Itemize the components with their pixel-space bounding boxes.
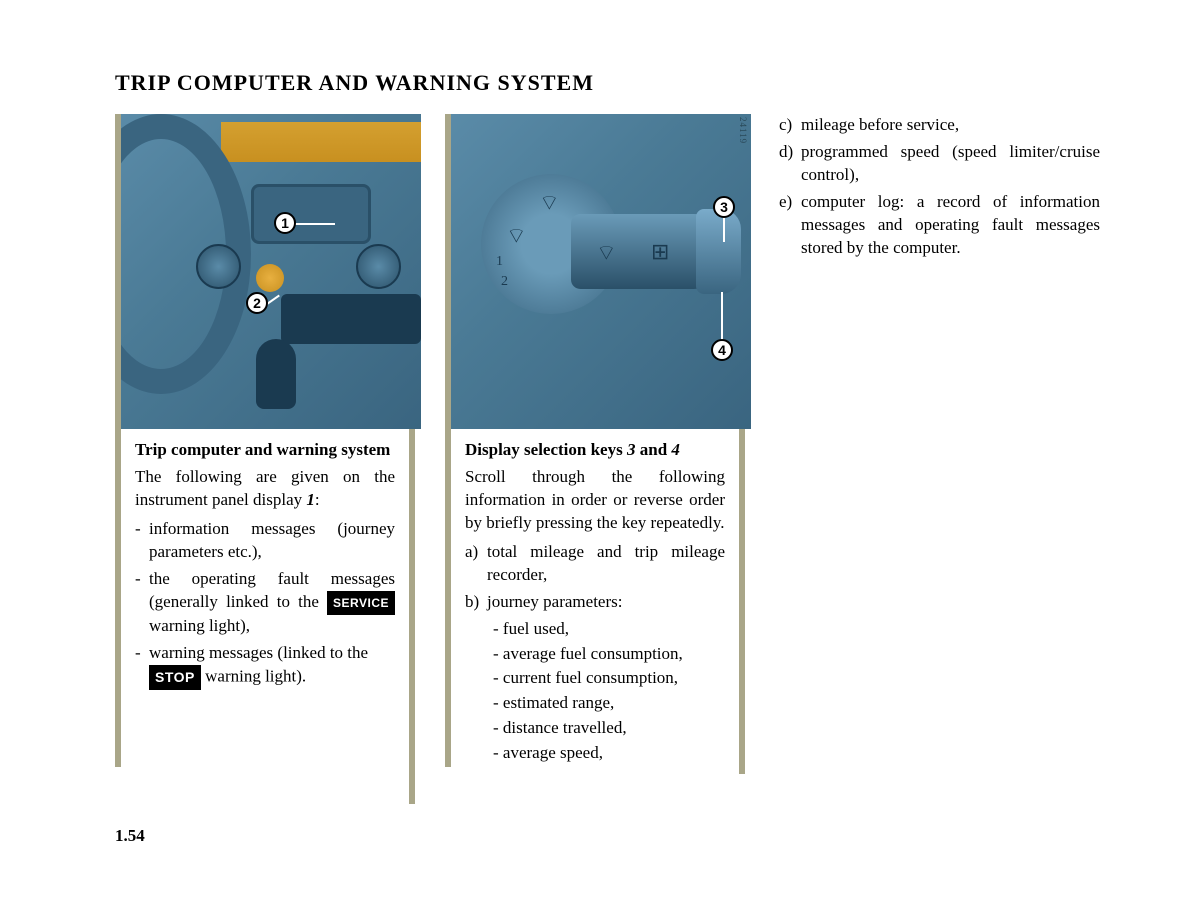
- stop-badge: STOP: [149, 665, 201, 690]
- li-marker: -: [135, 642, 149, 690]
- li-marker: -: [135, 568, 149, 638]
- figure-dashboard: 1 2: [121, 114, 421, 429]
- li-text: the operating fault messages (generally …: [149, 568, 395, 638]
- li-marker: a): [465, 541, 487, 587]
- gear-lever: [256, 339, 296, 409]
- col2-item-0: a) total mileage and trip mileage record…: [465, 541, 725, 587]
- column-1: 1 2 Trip computer and warning system The…: [115, 114, 415, 767]
- li-text: journey parameters:: [487, 591, 725, 614]
- col2-text: Display selection keys 3 and 4 Scroll th…: [451, 429, 739, 765]
- climate-knob-left: [196, 244, 241, 289]
- service-badge: SERVICE: [327, 591, 395, 615]
- col2-intro: Scroll through the following information…: [465, 466, 725, 535]
- wiper-icon: ⊞: [651, 239, 669, 265]
- col2-sub-2: - current fuel consumption,: [465, 667, 725, 690]
- air-vent: [251, 184, 371, 244]
- li-text: information messages (journey parameters…: [149, 518, 395, 564]
- wiper-icon: 2: [501, 274, 508, 290]
- leader-1: [295, 223, 335, 225]
- li-marker: c): [779, 114, 801, 137]
- col1-subhead: Trip computer and warning system: [135, 439, 395, 462]
- col1-intro-b: :: [315, 490, 320, 509]
- li-text: computer log: a record of information me…: [801, 191, 1100, 260]
- wiper-icon: ⌔: [506, 222, 527, 250]
- page-title: TRIP COMPUTER AND WARNING SYSTEM: [115, 70, 1100, 96]
- text-a: warning messages (linked to the: [149, 643, 368, 662]
- col2-sub-5: - average speed,: [465, 742, 725, 765]
- callout-3: 3: [713, 196, 735, 218]
- callout-1: 1: [274, 212, 296, 234]
- col3-item-0: c) mileage before service,: [779, 114, 1100, 137]
- dash-strip: [221, 122, 421, 162]
- wiper-icon: ⌔: [596, 239, 617, 267]
- column-3: c) mileage before service, d) programmed…: [775, 114, 1100, 767]
- col2-sub-4: - distance travelled,: [465, 717, 725, 740]
- leader-3: [723, 217, 725, 242]
- col3-item-2: e) computer log: a record of information…: [779, 191, 1100, 260]
- col2-sub-1: - average fuel consumption,: [465, 643, 725, 666]
- wiper-icon: ⌔: [539, 189, 560, 217]
- li-text: programmed speed (speed limiter/cruise c…: [801, 141, 1100, 187]
- col3-text: c) mileage before service, d) programmed…: [775, 114, 1100, 260]
- col2-sub-3: - estimated range,: [465, 692, 725, 715]
- sh-mid: and: [635, 440, 671, 459]
- col3-item-1: d) programmed speed (speed limiter/cruis…: [779, 141, 1100, 187]
- li-text: mileage before service,: [801, 114, 1100, 137]
- hazard-button: [256, 264, 284, 292]
- climate-knob-right: [356, 244, 401, 289]
- leader-2: [266, 295, 279, 305]
- col1-item-0: - information messages (journey paramete…: [135, 518, 395, 564]
- column-2: 24119 ⌔ ⌔ 1 2 ⌔ ⊞ 3 4 Display selection …: [445, 114, 745, 767]
- col1-item-2: - warning messages (linked to the STOP w…: [135, 642, 395, 690]
- callout-2: 2: [246, 292, 268, 314]
- li-marker: e): [779, 191, 801, 260]
- page-number: 1.54: [115, 826, 145, 846]
- li-text: warning messages (linked to the STOP war…: [149, 642, 395, 690]
- figure-stalk: 24119 ⌔ ⌔ 1 2 ⌔ ⊞ 3 4: [451, 114, 751, 429]
- li-marker: -: [135, 518, 149, 564]
- li-text: total mileage and trip mileage recorder,: [487, 541, 725, 587]
- col1-intro-ref: 1: [306, 490, 315, 509]
- sh-ref2: 4: [671, 440, 680, 459]
- wiper-icon: 1: [496, 254, 503, 270]
- content-columns: 1 2 Trip computer and warning system The…: [115, 114, 1100, 767]
- col1-text: Trip computer and warning system The fol…: [121, 429, 409, 690]
- li-marker: b): [465, 591, 487, 614]
- stalk-cap: [696, 209, 741, 294]
- li-marker: d): [779, 141, 801, 187]
- sh-a: Display selection keys: [465, 440, 627, 459]
- text-b: warning light),: [149, 616, 250, 635]
- col1-intro-a: The following are given on the instrumen…: [135, 467, 395, 509]
- col2-subhead: Display selection keys 3 and 4: [465, 439, 725, 462]
- col2-sub-0: - fuel used,: [465, 618, 725, 641]
- text-b: warning light).: [201, 666, 306, 685]
- col2-item-1: b) journey parameters:: [465, 591, 725, 614]
- radio-unit: [281, 294, 421, 344]
- callout-4: 4: [711, 339, 733, 361]
- leader-4: [721, 292, 723, 340]
- image-tag: 24119: [738, 117, 748, 144]
- col1-item-1: - the operating fault messages (generall…: [135, 568, 395, 638]
- col1-intro: The following are given on the instrumen…: [135, 466, 395, 512]
